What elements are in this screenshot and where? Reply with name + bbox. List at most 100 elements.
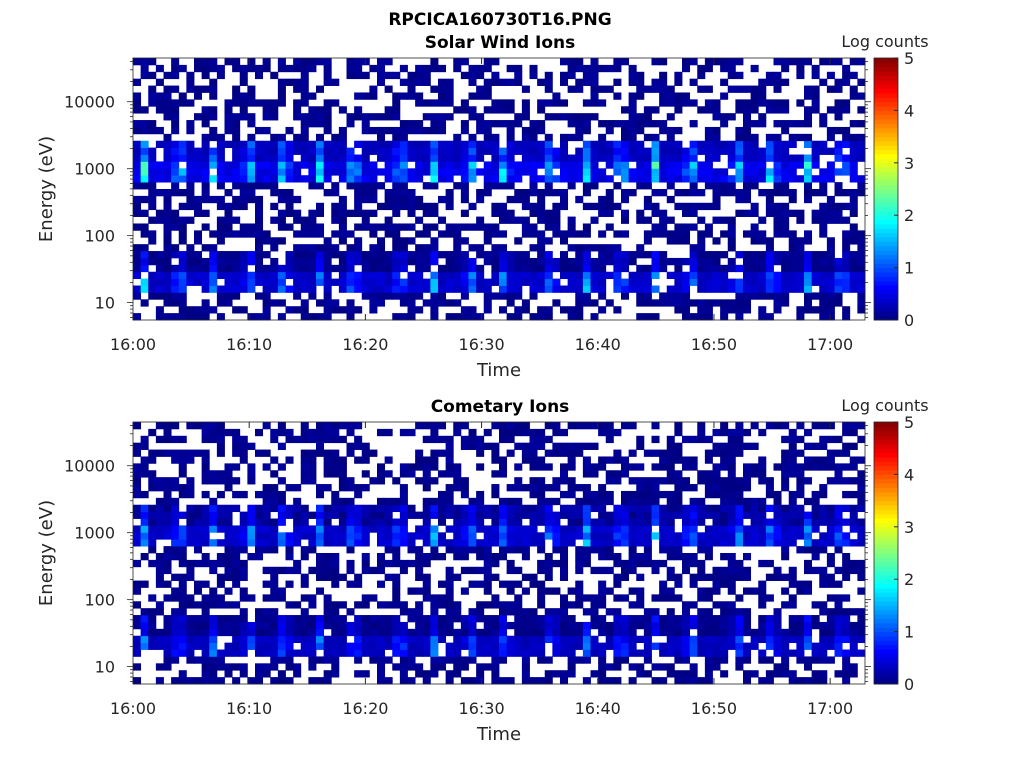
spectrogram-cell (155, 628, 164, 637)
spectrogram-cell (826, 195, 835, 204)
spectrogram-cell (377, 278, 386, 286)
spectrogram-cell (255, 161, 264, 169)
spectrogram-cell (468, 140, 477, 149)
spectrogram-cell (727, 470, 736, 478)
spectrogram-cell (171, 168, 180, 176)
spectrogram-cell (720, 615, 729, 623)
spectrogram-cell (438, 553, 447, 561)
spectrogram-cell (567, 511, 576, 519)
colorbar-segment (874, 210, 898, 216)
spectrogram-cell (209, 251, 218, 259)
spectrogram-cell (209, 677, 218, 685)
spectrogram-cell (140, 257, 149, 266)
spectrogram-cell (178, 601, 187, 609)
spectrogram-cell (567, 58, 576, 66)
spectrogram-cell (727, 518, 736, 526)
spectrogram-cell (392, 182, 401, 190)
spectrogram-cell (186, 642, 195, 650)
spectrogram-cell (834, 470, 843, 478)
spectrogram-cell (765, 484, 774, 492)
spectrogram-cell (750, 504, 759, 513)
spectrogram-cell (255, 244, 264, 252)
spectrogram-cell (300, 120, 309, 128)
colorbar-segment (874, 62, 898, 68)
spectrogram-cell (727, 566, 736, 575)
spectrogram-cell (346, 525, 355, 533)
spectrogram-cell (453, 628, 462, 637)
spectrogram-cell (224, 518, 233, 526)
spectrogram-cell (621, 511, 630, 519)
spectrogram-cell (552, 621, 561, 630)
spectrogram-cell (506, 99, 515, 107)
spectrogram-cell (247, 147, 256, 155)
spectrogram-cell (605, 202, 614, 211)
spectrogram-cell (361, 525, 370, 533)
spectrogram-cell (148, 85, 157, 93)
spectrogram-cell (468, 628, 477, 637)
spectrogram-cell (704, 670, 713, 678)
spectrogram-cell (438, 580, 447, 588)
spectrogram-cell (399, 608, 408, 616)
spectrogram-cell (849, 456, 858, 464)
spectrogram-cell (422, 223, 431, 231)
spectrogram-cell (422, 553, 431, 561)
spectrogram-cell (186, 120, 195, 128)
spectrogram-cell (537, 230, 546, 238)
spectrogram-cell (163, 615, 172, 623)
spectrogram-cell (765, 594, 774, 602)
spectrogram-cell (468, 435, 477, 444)
spectrogram-cell (781, 628, 790, 637)
spectrogram-cell (704, 106, 713, 114)
spectrogram-cell (697, 649, 706, 657)
spectrogram-cell (773, 292, 782, 300)
spectrogram-cell (643, 615, 652, 623)
spectrogram-cell (201, 168, 210, 176)
spectrogram-cell (628, 621, 637, 630)
spectrogram-cell (506, 608, 515, 616)
spectrogram-cell (247, 195, 256, 204)
spectrogram-cell (430, 635, 439, 644)
spectrogram-cell (270, 299, 279, 307)
spectrogram-cell (582, 161, 591, 169)
spectrogram-cell (781, 635, 790, 644)
spectrogram-cell (826, 463, 835, 471)
spectrogram-cell (666, 133, 675, 142)
spectrogram-cell (476, 518, 485, 526)
spectrogram-cell (148, 195, 157, 204)
spectrogram-cell (697, 278, 706, 286)
spectrogram-cell (155, 635, 164, 644)
spectrogram-cell (377, 580, 386, 588)
spectrogram-cell (377, 244, 386, 252)
spectrogram-cell (758, 85, 767, 93)
spectrogram-cell (506, 525, 515, 533)
spectrogram-cell (361, 518, 370, 526)
spectrogram-cell (300, 78, 309, 86)
spectrogram-cell (163, 71, 172, 80)
spectrogram-cell (743, 264, 752, 273)
spectrogram-cell (407, 615, 416, 623)
spectrogram-cell (476, 244, 485, 252)
spectrogram-cell (788, 635, 797, 644)
spectrogram-cell (361, 511, 370, 519)
spectrogram-cell (636, 525, 645, 533)
spectrogram-cell (216, 525, 225, 533)
colorbar-segment (874, 280, 898, 286)
spectrogram-cell (338, 285, 347, 293)
spectrogram-cell (666, 649, 675, 657)
spectrogram-cell (628, 511, 637, 519)
spectrogram-cell (499, 463, 508, 471)
spectrogram-cell (544, 189, 553, 197)
spectrogram-cell (773, 532, 782, 540)
spectrogram-cell (285, 553, 294, 561)
spectrogram-cell (842, 463, 851, 471)
spectrogram-cell (468, 428, 477, 437)
spectrogram-cell (735, 306, 744, 314)
spectrogram-cell (804, 663, 813, 671)
spectrogram-cell (277, 313, 286, 321)
spectrogram-cell (552, 635, 561, 644)
spectrogram-cell (765, 621, 774, 630)
spectrogram-cell (430, 656, 439, 664)
spectrogram-cell (621, 518, 630, 526)
spectrogram-cell (178, 553, 187, 561)
spectrogram-cell (445, 264, 454, 273)
